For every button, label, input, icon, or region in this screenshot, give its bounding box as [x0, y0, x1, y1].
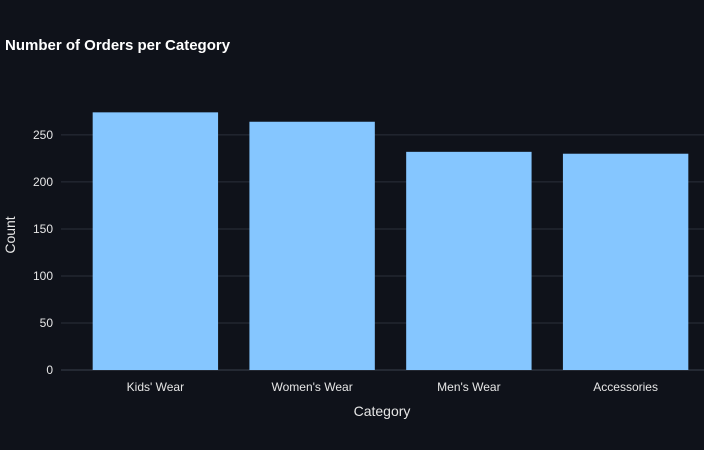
y-tick-label: 100 [33, 269, 53, 283]
y-tick-label: 200 [33, 175, 53, 189]
x-tick-label: Women's Wear [272, 380, 353, 394]
y-tick-label: 250 [33, 128, 53, 142]
bar[interactable] [562, 153, 689, 370]
x-tick-label: Accessories [593, 380, 658, 394]
x-axis-ticks: Kids' Wear Women's Wear Men's Wear Accessor… [127, 380, 658, 394]
y-tick-label: 50 [40, 316, 54, 330]
chart-title: Number of Orders per Category [5, 37, 231, 54]
x-tick-label: Men's Wear [437, 380, 500, 394]
bar[interactable] [92, 112, 219, 370]
bar[interactable] [249, 121, 375, 370]
x-axis-title: Category [354, 403, 411, 419]
y-axis-title: Count [2, 216, 18, 253]
y-axis-ticks: 0 50 100 150 200 250 [33, 128, 53, 377]
bars [92, 112, 689, 370]
x-tick-label: Kids' Wear [127, 380, 184, 394]
y-tick-label: 150 [33, 222, 53, 236]
bar[interactable] [406, 151, 532, 370]
y-tick-label: 0 [46, 363, 53, 377]
